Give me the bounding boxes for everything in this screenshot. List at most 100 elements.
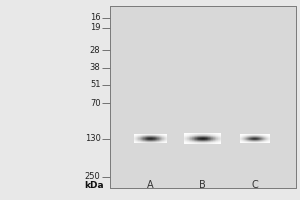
Bar [265, 134, 266, 135]
Bar [219, 142, 220, 143]
Bar [213, 136, 214, 137]
Bar [144, 135, 145, 136]
Bar [218, 141, 219, 142]
Bar [165, 142, 166, 143]
Bar [243, 135, 244, 136]
Bar [139, 134, 140, 135]
Bar [189, 142, 190, 143]
Bar [188, 142, 189, 143]
Bar [208, 133, 209, 134]
Bar [203, 136, 204, 137]
Bar [142, 142, 143, 143]
Bar [137, 136, 138, 137]
Bar [268, 135, 269, 136]
Bar [151, 142, 152, 143]
Bar [148, 135, 149, 136]
Bar [246, 142, 247, 143]
Bar [214, 136, 215, 137]
Bar [213, 137, 214, 138]
Bar [201, 136, 202, 137]
Bar [194, 134, 195, 135]
Bar [150, 137, 151, 138]
Bar [197, 135, 198, 136]
Bar [243, 141, 244, 142]
Bar [259, 137, 260, 138]
Bar [195, 133, 196, 134]
Bar [246, 134, 247, 135]
Bar [162, 141, 163, 142]
Bar [263, 134, 264, 135]
Bar [266, 134, 267, 135]
Bar [165, 139, 166, 140]
Bar [151, 136, 152, 137]
Bar [218, 136, 219, 137]
Bar [193, 136, 194, 137]
Bar [158, 137, 159, 138]
Bar [194, 137, 195, 138]
Bar [157, 139, 158, 140]
Bar [218, 139, 219, 140]
Bar [146, 136, 147, 137]
Bar [262, 138, 263, 139]
Bar [213, 135, 214, 136]
Bar [144, 139, 145, 140]
Bar [242, 137, 243, 138]
Bar [263, 140, 264, 141]
Bar [160, 141, 161, 142]
Bar [166, 140, 167, 141]
Bar [164, 139, 165, 140]
Bar [194, 139, 195, 140]
Bar [162, 137, 163, 138]
Bar [139, 136, 140, 137]
Bar [206, 140, 207, 141]
Bar [263, 139, 264, 140]
Bar [254, 134, 255, 135]
Bar [206, 138, 207, 139]
Bar [200, 138, 201, 139]
Bar [140, 140, 141, 141]
Bar [148, 138, 149, 139]
Bar [149, 134, 150, 135]
Bar [197, 140, 198, 141]
Bar [216, 134, 217, 135]
Bar [196, 143, 197, 144]
Bar [245, 138, 246, 139]
Bar [205, 141, 206, 142]
Bar [151, 139, 152, 140]
Bar [219, 133, 220, 134]
Bar [210, 142, 211, 143]
Bar [268, 134, 269, 135]
Bar [189, 133, 190, 134]
Bar [215, 135, 216, 136]
Bar [193, 138, 194, 139]
Bar [187, 139, 188, 140]
Bar [191, 139, 192, 140]
Bar [202, 136, 203, 137]
Bar [137, 142, 138, 143]
Bar [200, 133, 201, 134]
Bar [253, 135, 254, 136]
Bar [191, 141, 192, 142]
Bar [156, 136, 157, 137]
Text: 28: 28 [90, 46, 101, 55]
Bar [195, 141, 196, 142]
Bar [187, 143, 188, 144]
Bar [198, 140, 199, 141]
Bar [192, 135, 193, 136]
Bar [262, 142, 263, 143]
Bar [185, 134, 186, 135]
Bar [136, 135, 137, 136]
Bar [253, 142, 254, 143]
Bar [145, 139, 146, 140]
Bar [214, 135, 215, 136]
Bar [140, 135, 141, 136]
Bar [195, 142, 196, 143]
Bar [195, 139, 196, 140]
Bar [136, 141, 137, 142]
Bar [216, 136, 217, 137]
Bar [196, 139, 197, 140]
Bar [135, 140, 136, 141]
Bar [154, 140, 155, 141]
Bar [212, 135, 213, 136]
Bar [143, 135, 144, 136]
